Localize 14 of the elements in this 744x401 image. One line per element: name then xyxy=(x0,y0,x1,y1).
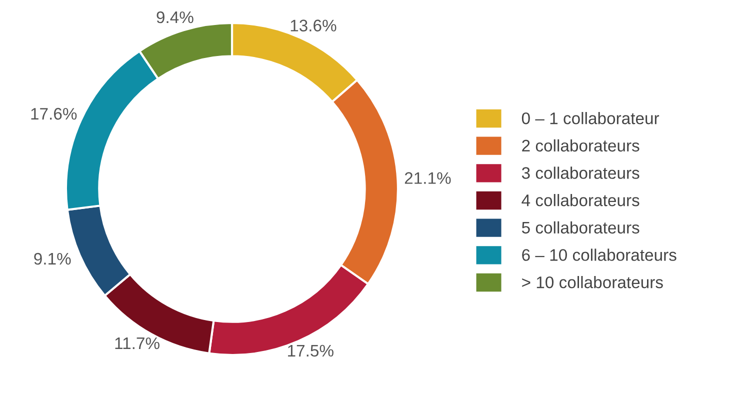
legend-label: 0 – 1 collaborateur xyxy=(522,112,660,124)
legend-label: 6 – 10 collaborateurs xyxy=(522,248,676,261)
legend-label: > 10 collaborateurs xyxy=(522,276,663,288)
data-label: 21.1% xyxy=(404,172,451,184)
data-label: 17.6% xyxy=(31,108,77,120)
data-label: 13.6% xyxy=(290,20,336,32)
data-label: 9.4% xyxy=(156,11,194,24)
data-label: 17.5% xyxy=(288,344,334,357)
legend-label: 4 collaborateurs xyxy=(522,194,640,206)
data-label: 9.1% xyxy=(34,252,71,265)
legend-label: 3 collaborateurs xyxy=(522,166,640,179)
legend-label: 2 collaborateurs xyxy=(522,139,640,152)
legend-label: 5 collaborateurs xyxy=(522,221,640,234)
data-label: 11.7% xyxy=(115,337,160,350)
